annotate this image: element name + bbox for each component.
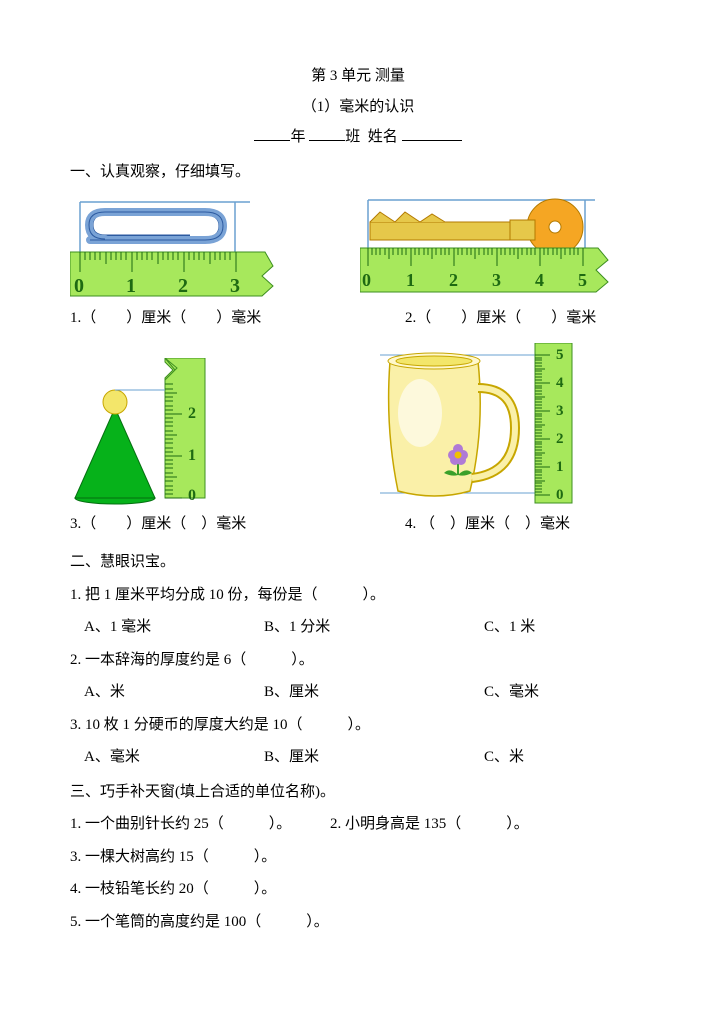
s3q5: 5. 一个笔筒的高度约是 100（ ）。 [70,908,646,937]
q2-label: 2.（ ）厘米（ ）毫米 [405,304,596,333]
row2-labels: 3.（ ）厘米（ ）毫米 4. （ ）厘米（ ）毫米 [70,510,646,539]
svg-text:0: 0 [362,270,371,290]
section2-title: 二、慧眼识宝。 [70,548,646,577]
svg-text:4: 4 [556,375,564,391]
row2-images: 0 1 2 [70,343,646,508]
svg-text:2: 2 [178,275,188,297]
svg-text:2: 2 [188,405,196,422]
s2q2-b: B、厘米 [264,678,484,707]
s2q2-stem: 2. 一本辞海的厚度约是 6（ ）。 [70,646,646,675]
grade-blank[interactable] [254,125,290,141]
svg-text:0: 0 [188,487,196,504]
s2q3-opts: A、毫米 B、厘米 C、米 [70,743,646,772]
svg-text:2: 2 [556,431,564,447]
s3q1: 1. 一个曲别针长约 25（ ）。 [70,810,330,839]
q1-label: 1.（ ）厘米（ ）毫米 [70,304,320,333]
q3-label: 3.（ ）厘米（ ）毫米 [70,510,320,539]
s2q2-a: A、米 [70,678,264,707]
subtitle: （1）毫米的认识 [70,93,646,122]
q4-label: 4. （ ）厘米（ ）毫米 [405,510,570,539]
s2q2-c: C、毫米 [484,678,539,707]
s2q1-stem: 1. 把 1 厘米平均分成 10 份，每份是（ ）。 [70,581,646,610]
unit-title: 第 3 单元 测量 [70,62,646,91]
s2q3-c: C、米 [484,743,524,772]
svg-text:1: 1 [126,275,136,297]
svg-text:0: 0 [556,487,564,503]
svg-text:2: 2 [449,270,458,290]
section1-title: 一、认真观察，仔细填写。 [70,158,646,187]
svg-text:3: 3 [230,275,240,297]
name-blank[interactable] [402,125,462,141]
s2q2-opts: A、米 B、厘米 C、毫米 [70,678,646,707]
s3q3: 3. 一棵大树高约 15（ ）。 [70,843,646,872]
svg-text:1: 1 [188,447,196,464]
class-label: 班 [345,129,360,145]
row1-images: 0 1 2 3 [70,192,646,302]
svg-text:1: 1 [556,459,564,475]
student-info-line: 年 班 姓名 [70,123,646,152]
s3q4: 4. 一枝铅笔长约 20（ ）。 [70,875,646,904]
svg-text:4: 4 [535,270,544,290]
section3-title: 三、巧手补天窗(填上合适的单位名称)。 [70,778,646,807]
grade-label: 年 [290,129,305,145]
s2q1-b: B、1 分米 [264,613,484,642]
paperclip-ruler-figure: 0 1 2 3 [70,192,280,302]
s2q3-b: B、厘米 [264,743,484,772]
s2q3-a: A、毫米 [70,743,264,772]
svg-text:3: 3 [556,403,564,419]
s2q3-stem: 3. 10 枚 1 分硬币的厚度大约是 10（ ）。 [70,711,646,740]
cone-ruler-figure: 0 1 2 [70,358,240,508]
s2q1-c: C、1 米 [484,613,535,642]
s3q1q2: 1. 一个曲别针长约 25（ ）。 2. 小明身高是 135（ ）。 [70,810,646,839]
mug-ruler-figure: 0 1 2 3 4 5 [350,343,580,508]
s2q1-a: A、1 毫米 [70,613,264,642]
s3q2: 2. 小明身高是 135（ ）。 [330,810,529,839]
svg-text:5: 5 [556,347,564,363]
svg-text:3: 3 [492,270,501,290]
class-blank[interactable] [309,125,345,141]
name-label: 姓名 [368,129,398,145]
svg-text:1: 1 [406,270,415,290]
key-ruler-figure: 0 1 2 3 4 5 [360,192,610,302]
svg-text:5: 5 [578,270,587,290]
row1-labels: 1.（ ）厘米（ ）毫米 2.（ ）厘米（ ）毫米 [70,304,646,333]
svg-text:0: 0 [74,275,84,297]
s2q1-opts: A、1 毫米 B、1 分米 C、1 米 [70,613,646,642]
